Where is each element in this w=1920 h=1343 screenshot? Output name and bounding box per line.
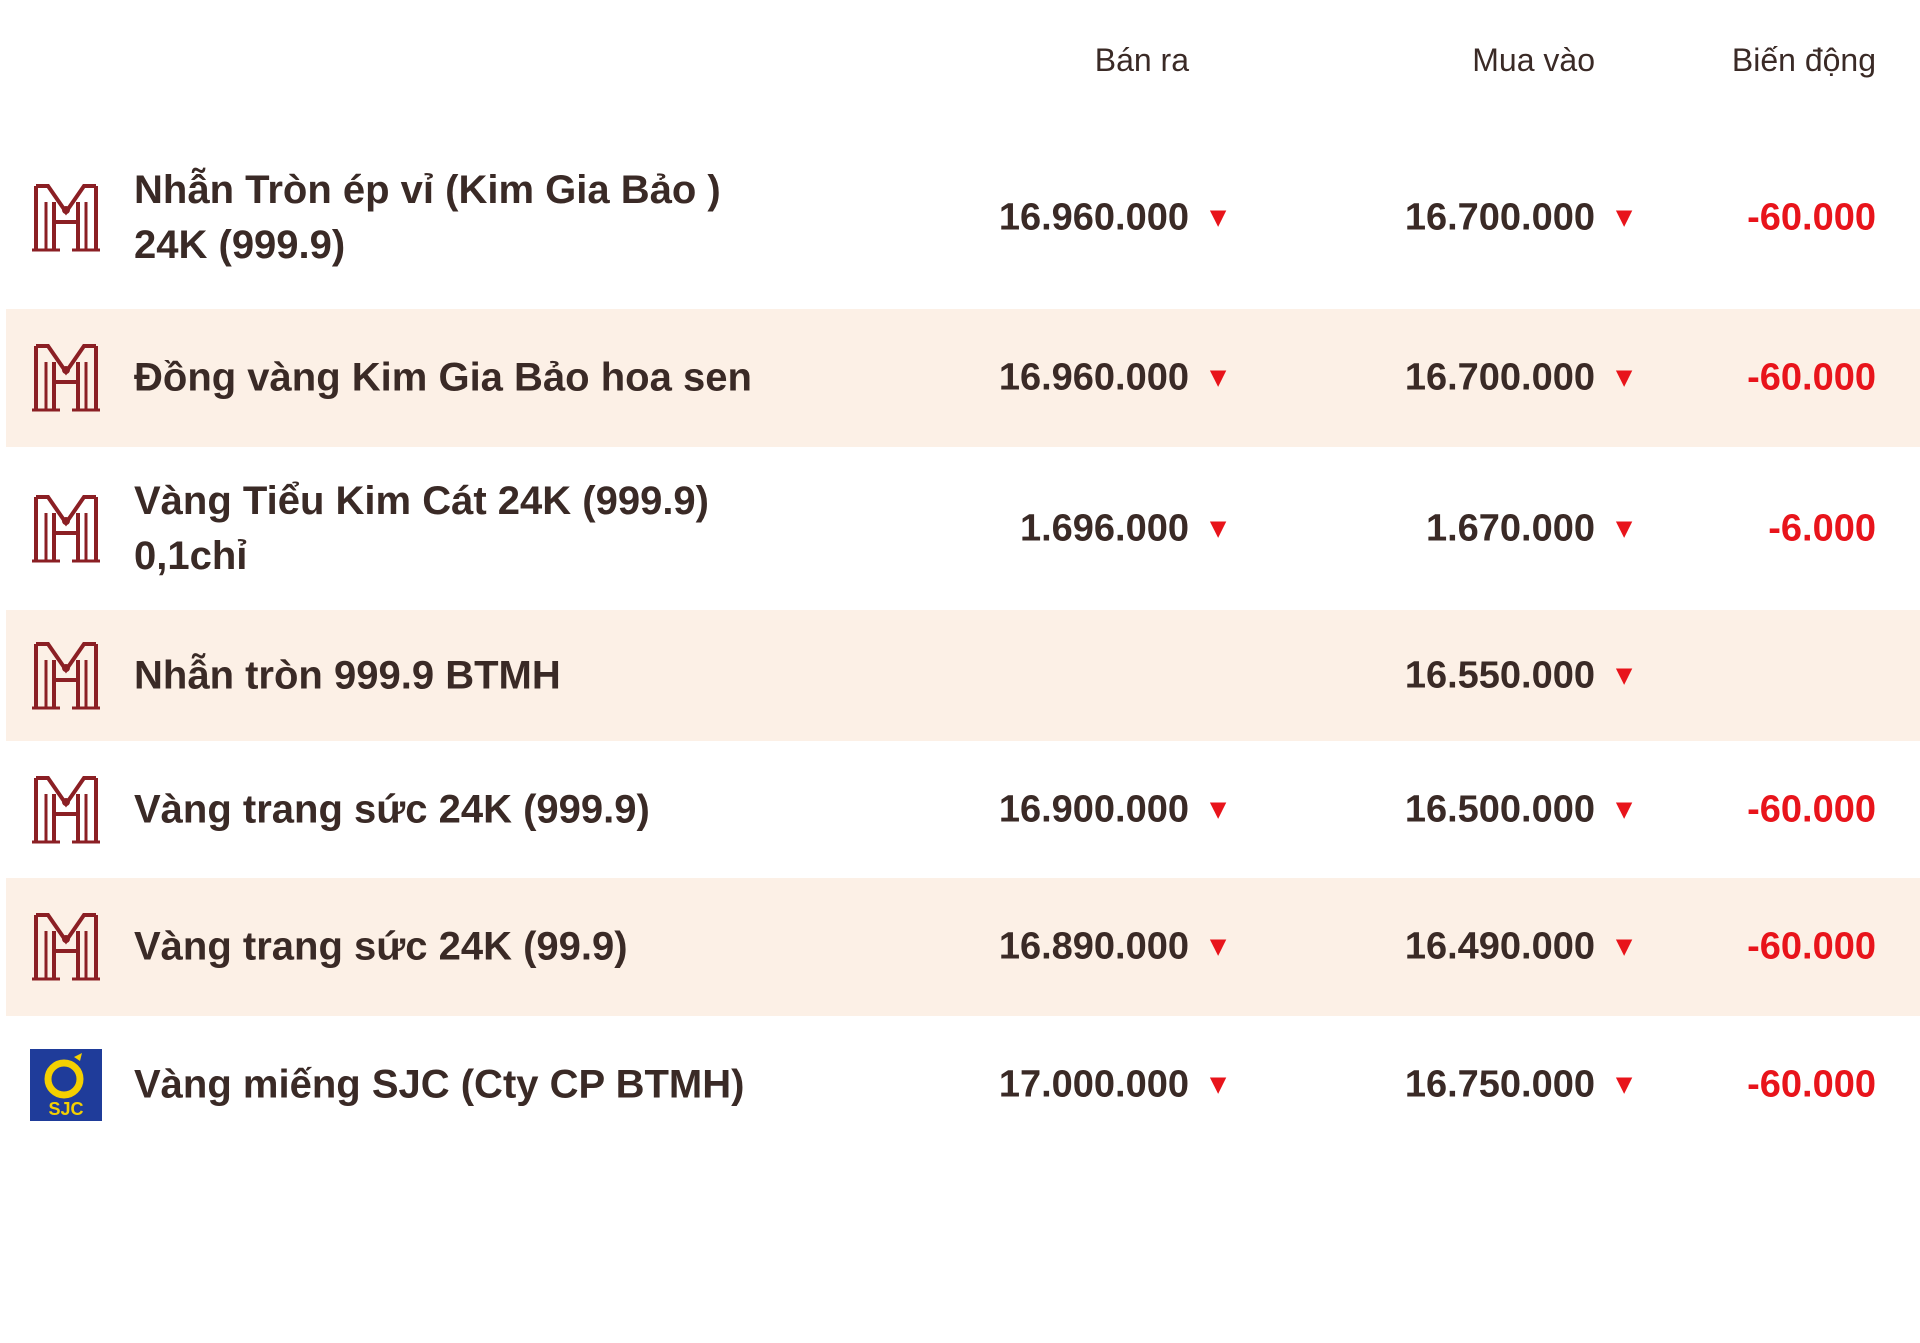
down-arrow-icon: ▼ <box>1204 1067 1232 1099</box>
header-sell: Bán ra <box>1094 42 1189 78</box>
table-body: Nhẫn Tròn ép vỉ (Kim Gia Bảo ) 24K (999.… <box>6 126 1920 1153</box>
down-arrow-icon: ▼ <box>1610 792 1638 824</box>
down-arrow-icon: ▼ <box>1610 658 1638 690</box>
btmh-logo-icon <box>32 913 100 981</box>
table-row: SJC Vàng miếng SJC (Cty CP BTMH) 17.000.00… <box>6 1016 1920 1153</box>
svg-text:SJC: SJC <box>48 1099 83 1119</box>
btmh-logo <box>30 182 102 254</box>
down-arrow-icon: ▼ <box>1610 200 1638 232</box>
table-row: Vàng trang sức 24K (99.9) 16.890.000 ▼ 16.4… <box>6 878 1920 1016</box>
table-header: Bán ra Mua vào Biến động <box>6 0 1920 126</box>
down-arrow-icon: ▼ <box>1204 930 1232 962</box>
buy-price: 16.490.000 <box>1404 925 1595 968</box>
product-name: Vàng trang sức 24K (99.9) <box>134 924 628 969</box>
sell-price: 16.890.000 <box>998 925 1189 968</box>
down-arrow-icon: ▼ <box>1610 361 1638 393</box>
table-row: Vàng Tiểu Kim Cát 24K (999.9) 0,1chỉ 1.69… <box>6 447 1920 610</box>
product-name: Vàng Tiểu Kim Cát 24K (999.9) 0,1chỉ <box>134 478 709 578</box>
btmh-logo <box>30 640 102 712</box>
table-row: Nhẫn Tròn ép vỉ (Kim Gia Bảo ) 24K (999.… <box>6 126 1920 309</box>
down-arrow-icon: ▼ <box>1204 792 1232 824</box>
price-change: -60.000 <box>1747 356 1876 399</box>
table-row: Đồng vàng Kim Gia Bảo hoa sen 16.960.000 ▼… <box>6 309 1920 447</box>
down-arrow-icon: ▼ <box>1610 1067 1638 1099</box>
product-name: Nhẫn Tròn ép vỉ (Kim Gia Bảo ) 24K (999.… <box>134 167 721 267</box>
product-name: Đồng vàng Kim Gia Bảo hoa sen <box>134 355 752 400</box>
buy-price: 16.700.000 <box>1404 356 1595 399</box>
buy-price: 1.670.000 <box>1425 507 1595 549</box>
buy-price: 16.700.000 <box>1404 196 1595 238</box>
sjc-logo: SJC <box>30 1048 102 1121</box>
price-change: -60.000 <box>1747 1063 1876 1105</box>
price-change: -60.000 <box>1747 196 1876 238</box>
price-change: -6.000 <box>1768 507 1876 549</box>
btmh-logo-icon <box>32 641 100 709</box>
btmh-logo <box>30 911 102 983</box>
sell-price: 1.696.000 <box>1019 507 1189 549</box>
product-name: Vàng miếng SJC (Cty CP BTMH) <box>134 1062 745 1106</box>
sell-price: 16.900.000 <box>998 788 1189 830</box>
product-name: Vàng trang sức 24K (999.9) <box>134 787 650 831</box>
btmh-logo <box>30 493 102 565</box>
sell-price: 17.000.000 <box>998 1063 1189 1105</box>
down-arrow-icon: ▼ <box>1610 511 1638 543</box>
table-row: Nhẫn tròn 999.9 BTMH 16.550.000 ▼ <box>6 610 1920 741</box>
down-arrow-icon: ▼ <box>1204 361 1232 393</box>
header-buy: Mua vào <box>1472 42 1595 78</box>
btmh-logo <box>30 774 102 846</box>
table-row: Vàng trang sức 24K (999.9) 16.900.000 ▼ 16.… <box>6 741 1920 878</box>
product-name: Nhẫn tròn 999.9 BTMH <box>134 653 561 697</box>
sjc-logo-icon: SJC <box>30 1048 102 1121</box>
price-change: -60.000 <box>1747 925 1876 968</box>
buy-price: 16.550.000 <box>1404 654 1595 696</box>
down-arrow-icon: ▼ <box>1204 511 1232 543</box>
down-arrow-icon: ▼ <box>1204 200 1232 232</box>
header-change: Biến động <box>1731 42 1876 78</box>
buy-price: 16.750.000 <box>1404 1063 1595 1105</box>
sell-price: 16.960.000 <box>998 196 1189 238</box>
buy-price: 16.500.000 <box>1404 788 1595 830</box>
sell-price: 16.960.000 <box>998 356 1189 399</box>
price-change: -60.000 <box>1747 788 1876 830</box>
down-arrow-icon: ▼ <box>1610 930 1638 962</box>
btmh-logo-icon <box>32 344 100 412</box>
btmh-logo-icon <box>32 494 100 562</box>
btmh-logo-icon <box>32 775 100 843</box>
gold-price-table: Bán ra Mua vào Biến động Nhẫn Tròn ép vỉ… <box>6 0 1920 1153</box>
btmh-logo <box>30 342 102 414</box>
btmh-logo-icon <box>32 183 100 251</box>
